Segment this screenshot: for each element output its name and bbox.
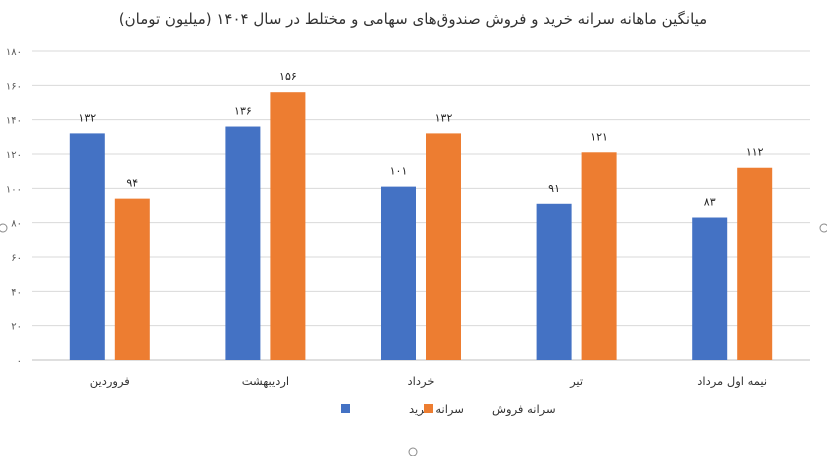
bar [426,133,461,360]
y-tick-label: ۸۰ [11,219,22,230]
data-label: ۱۵۶ [279,70,297,83]
y-tick-label: ۱۴۰ [6,116,22,127]
data-label: ۱۲۱ [590,130,608,143]
x-tick-label: تیر [569,374,583,389]
data-label: ۱۳۲ [78,111,96,124]
resize-handle-right[interactable] [819,223,827,233]
chart-title: میانگین ماهانه سرانه خرید و فروش صندوق‌ه… [119,10,707,28]
x-tick-label: اردیبهشت [242,374,289,389]
resize-handle-bottom[interactable] [408,447,418,456]
data-label: ۱۳۲ [435,111,453,124]
bar [737,167,773,360]
y-tick-label: ۱۲۰ [6,150,22,161]
data-label: ۱۳۶ [234,105,252,118]
bar [225,126,261,361]
bar [381,186,416,360]
legend-swatch [341,404,350,413]
gridlines [32,50,810,361]
y-tick-label: ۱۸۰ [6,47,22,58]
y-tick-label: ۲۰ [11,322,22,333]
x-tick-label: خرداد [408,374,435,389]
resize-handle-left[interactable] [0,223,8,233]
data-label: ۱۰۱ [390,165,408,178]
bar [692,217,728,360]
y-tick-label: ۴۰ [11,287,22,298]
data-label: ۱۱۲ [746,146,764,159]
legend: سرانه خرید سرانه فروش [341,402,556,417]
y-tick-label: ۱۰۰ [6,184,22,195]
bars [69,92,773,361]
bar [69,133,105,360]
data-label: ۹۱ [548,182,560,195]
x-axis: فروردین اردیبهشت خرداد تیر نیمه اول مرداد [90,374,767,389]
x-tick-label: فروردین [90,374,130,389]
bar [270,92,306,360]
y-tick-label: ۰ [17,356,22,367]
legend-label: سرانه خرید [409,402,464,417]
data-labels: ۱۳۲ ۹۴ ۱۳۶ ۱۵۶ ۱۰۱ ۱۳۲ ۹۱ ۱۲۱ ۸۳ ۱۱۲ [78,70,763,208]
y-axis: ۰ ۲۰ ۴۰ ۶۰ ۸۰ ۱۰۰ ۱۲۰ ۱۴۰ ۱۶۰ ۱۸۰ [6,47,22,367]
bar [114,198,150,360]
y-tick-label: ۶۰ [11,253,22,264]
legend-swatch [424,404,433,413]
data-label: ۹۴ [126,177,138,190]
legend-label: سرانه فروش [492,402,556,417]
selection-handles[interactable] [0,223,827,456]
x-tick-label: نیمه اول مرداد [697,374,767,389]
data-label: ۸۳ [704,196,716,209]
bar [581,152,617,360]
y-tick-label: ۱۶۰ [6,81,22,92]
bar [536,203,572,360]
